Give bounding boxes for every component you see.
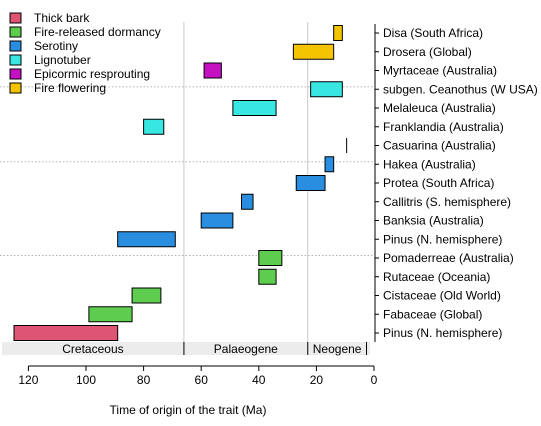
- category-label: Rutaceae (Oceania): [383, 270, 490, 284]
- legend-swatch: [9, 40, 22, 52]
- category-label: subgen. Ceanothus (W USA): [383, 82, 538, 96]
- category-label: Hakea (Australia): [383, 157, 476, 171]
- x-tick-label: 0: [371, 373, 378, 387]
- range-bar: [258, 268, 277, 285]
- legend-label: Epicormic resprouting: [34, 67, 150, 81]
- legend-label: Thick bark: [34, 11, 90, 25]
- x-axis: 120 100 80 60 40 20 0: [18, 365, 378, 387]
- range-bar: [295, 175, 326, 191]
- category-label: Myrtaceae (Australia): [383, 64, 497, 78]
- range-bar: [13, 325, 119, 341]
- legend-label: Lignotuber: [34, 53, 91, 67]
- x-tick-label: 60: [195, 373, 209, 387]
- epoch-band-bg: [2, 342, 370, 355]
- legend-swatch: [9, 26, 22, 38]
- category-label: Callitris (S. hemisphere): [383, 195, 511, 209]
- range-bar: [203, 62, 222, 79]
- category-label: Banksia (Australia): [383, 214, 484, 228]
- category-labels: Disa (South Africa) Drosera (Global) Myrta…: [374, 24, 538, 342]
- legend-label: Serotiny: [34, 39, 78, 53]
- range-bar: [117, 231, 176, 248]
- row-separators: [0, 86, 375, 257]
- x-tick-label: 20: [310, 373, 324, 387]
- epoch-label: Cretaceous: [62, 342, 123, 356]
- range-bar: [88, 306, 133, 323]
- category-label: Disa (South Africa): [383, 26, 483, 40]
- category-label: Pinus (N. hemisphere): [383, 326, 502, 340]
- range-bar: [310, 81, 343, 98]
- range-bar: [258, 250, 283, 266]
- category-label: Melaleuca (Australia): [383, 101, 496, 115]
- x-tick-label: 40: [252, 373, 266, 387]
- epoch-label: Neogene: [313, 342, 362, 356]
- legend-swatch: [9, 68, 22, 80]
- bars: [13, 25, 348, 341]
- x-axis-label: Time of origin of the trait (Ma): [110, 403, 267, 417]
- range-bar: [232, 100, 277, 116]
- category-label: Franklandia (Australia): [383, 120, 504, 134]
- legend-swatch: [9, 82, 22, 94]
- range-bar: [241, 193, 254, 210]
- legend-swatch: [9, 54, 22, 66]
- category-label: Cistaceae (Old World): [383, 289, 501, 303]
- range-bar: [333, 25, 343, 41]
- range-bar: [143, 118, 165, 135]
- legend-label: Fire-released dormancy: [34, 25, 161, 39]
- x-tick-label: 100: [76, 373, 96, 387]
- range-bar: [324, 156, 335, 173]
- category-label: Pinus (N. hemisphere): [383, 232, 502, 246]
- range-bar: [200, 212, 234, 229]
- legend-label: Fire flowering: [34, 81, 106, 95]
- x-tick-label: 80: [137, 373, 151, 387]
- range-bar: [292, 43, 335, 60]
- category-label: Drosera (Global): [383, 45, 472, 59]
- category-label: Protea (South Africa): [383, 176, 494, 190]
- epoch-label: Palaeogene: [214, 342, 278, 356]
- legend-swatch: [9, 12, 22, 24]
- range-bar: [131, 287, 162, 304]
- category-label: Fabaceae (Global): [383, 307, 482, 321]
- category-label: Casuarina (Australia): [383, 139, 496, 153]
- category-label: Pomaderreae (Australia): [383, 251, 514, 265]
- x-tick-label: 120: [18, 373, 38, 387]
